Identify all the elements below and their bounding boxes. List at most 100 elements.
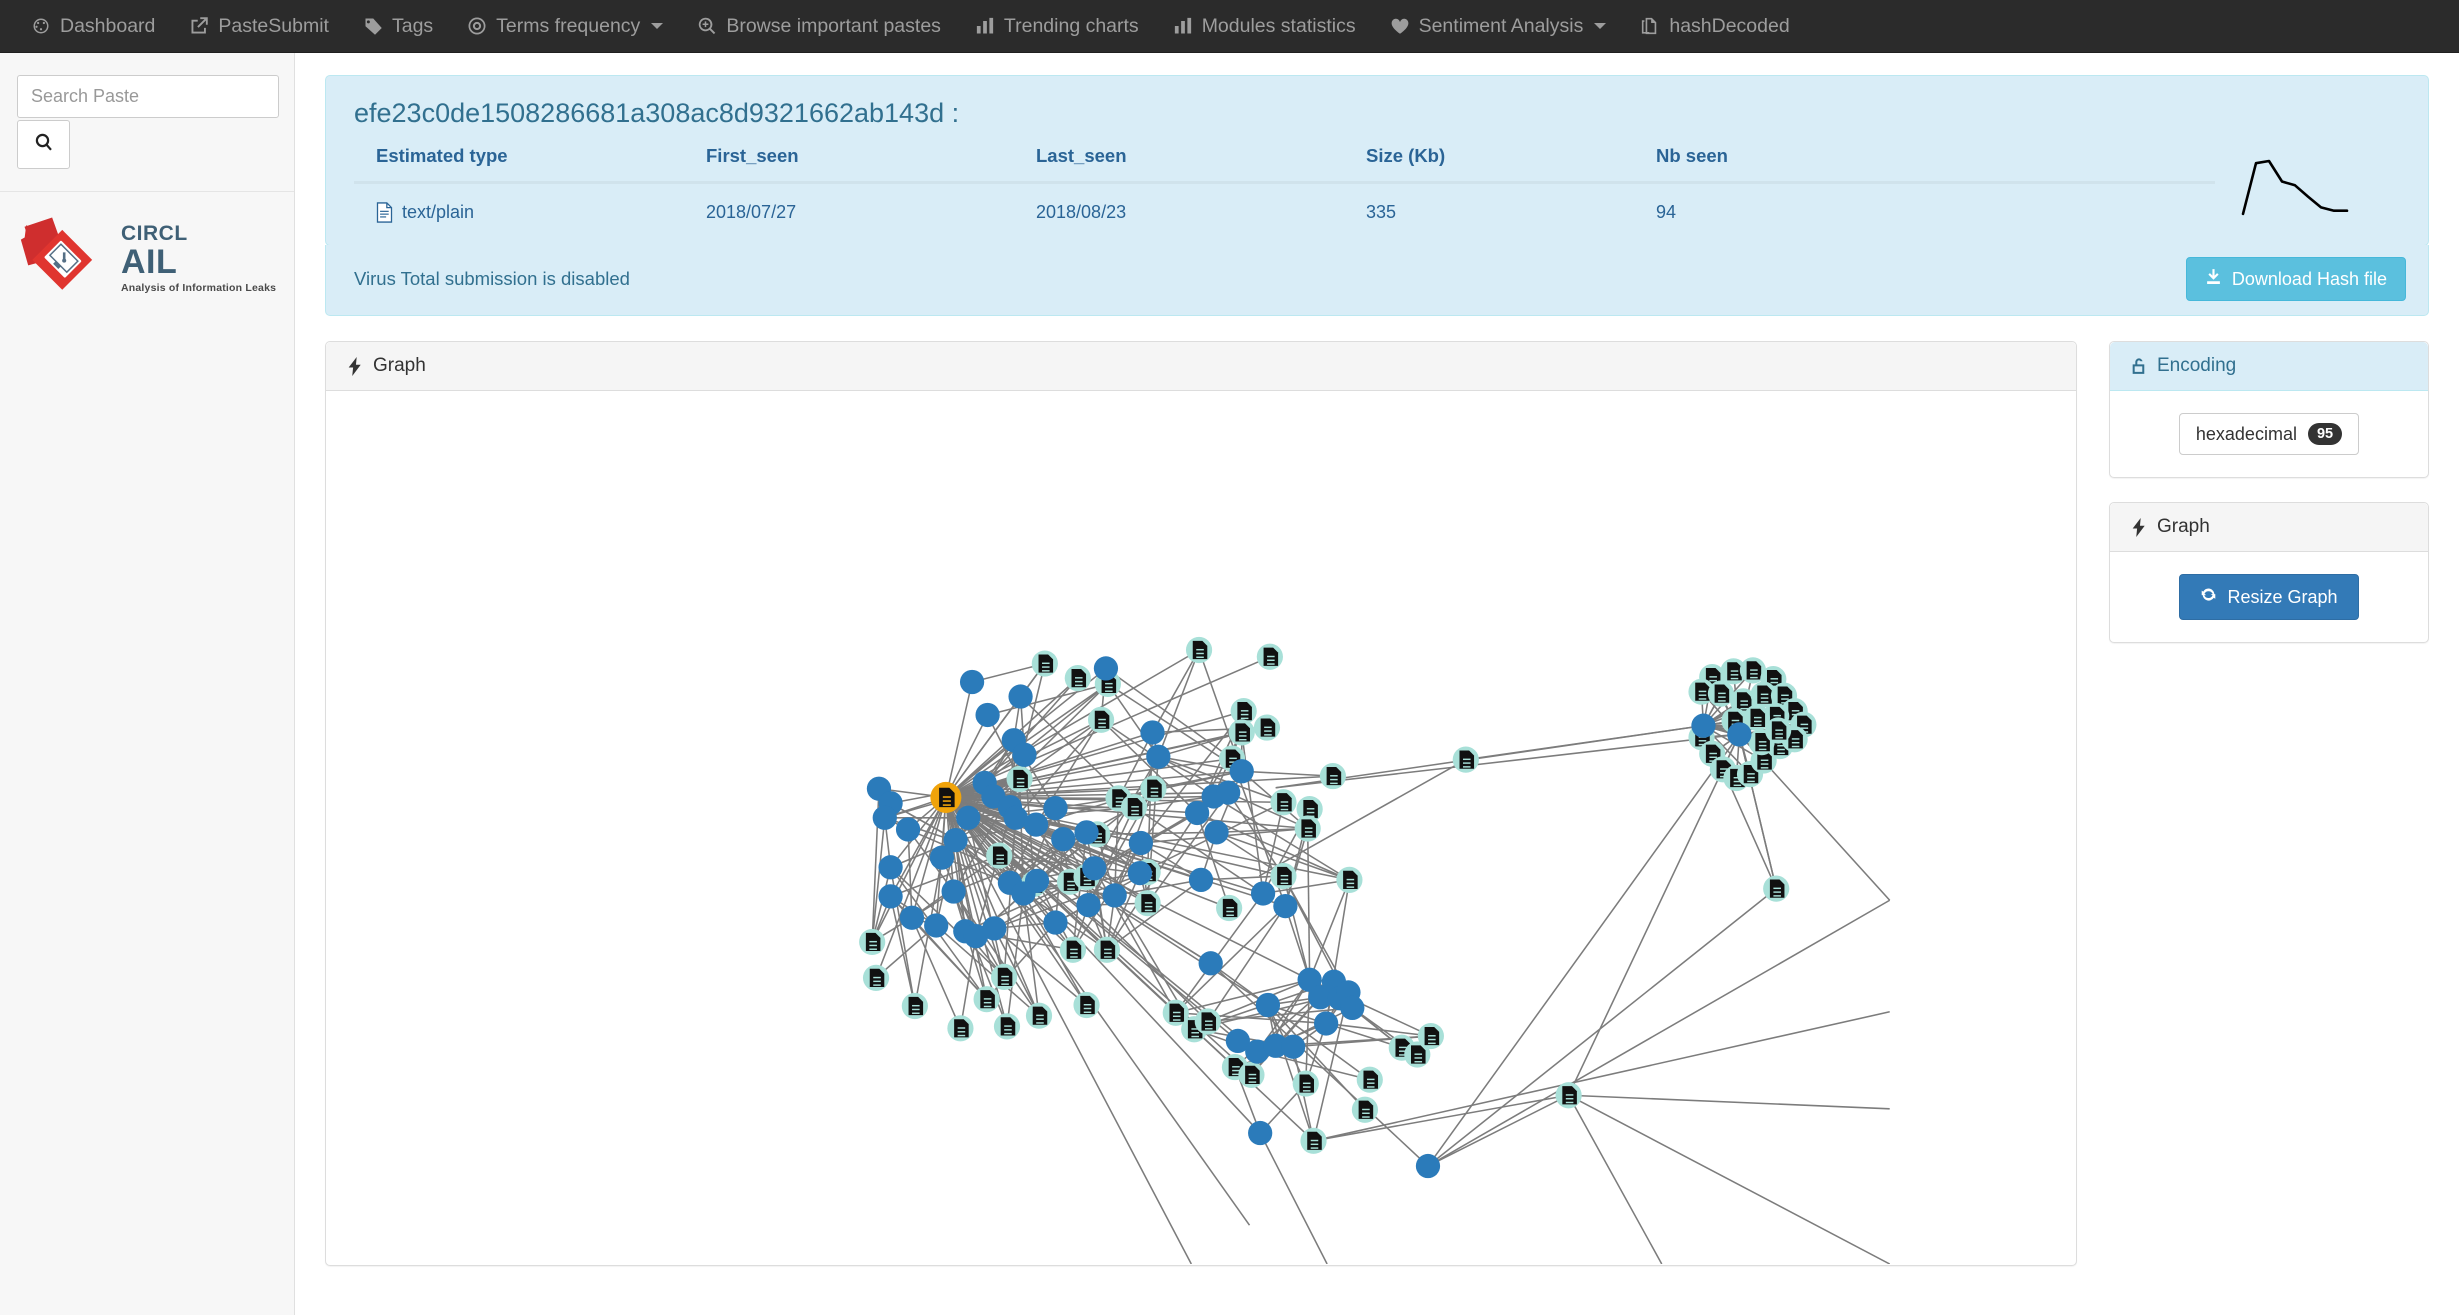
graph-node-paste[interactable] xyxy=(1417,1022,1444,1050)
graph-node-hash[interactable] xyxy=(1128,830,1153,856)
graph-node-hash[interactable] xyxy=(1727,722,1752,747)
graph-node-paste[interactable] xyxy=(1228,719,1255,746)
graph-node-paste[interactable] xyxy=(1336,866,1363,893)
search-button[interactable] xyxy=(17,120,70,169)
graph-node-hash[interactable] xyxy=(1008,684,1033,709)
graph-node-paste[interactable] xyxy=(1087,706,1115,733)
graph-node-paste[interactable] xyxy=(862,964,890,991)
graph-node-paste[interactable] xyxy=(1555,1082,1582,1109)
graph-node-hash[interactable] xyxy=(929,845,955,870)
graph-node-hash[interactable] xyxy=(1074,820,1099,845)
graph-node-hash[interactable] xyxy=(1146,744,1171,769)
graph-node-paste[interactable] xyxy=(973,986,1000,1013)
graph-node-paste[interactable] xyxy=(1025,1002,1053,1029)
graph-node-paste[interactable] xyxy=(1707,680,1735,707)
graph-node-hash[interactable] xyxy=(1140,720,1165,745)
graph-node-hash[interactable] xyxy=(1229,759,1254,784)
graph-node-paste[interactable] xyxy=(1120,794,1148,821)
graph-node-hash[interactable] xyxy=(1102,883,1127,908)
graph-node-paste[interactable] xyxy=(1765,717,1792,744)
graph-node-hash[interactable] xyxy=(1314,1011,1339,1036)
graph-node-hash[interactable] xyxy=(1012,742,1037,767)
graph-node-paste[interactable] xyxy=(1006,765,1033,793)
graph-node-hash[interactable] xyxy=(963,924,989,949)
graph-node-paste[interactable] xyxy=(1253,714,1281,741)
graph-node-paste[interactable] xyxy=(1739,657,1767,684)
graph-node-hash[interactable] xyxy=(1127,860,1153,886)
graph-node-paste[interactable] xyxy=(1296,795,1323,823)
graph-node-hash[interactable] xyxy=(1255,992,1281,1018)
graph-node-paste[interactable] xyxy=(1185,636,1213,664)
encoding-tag-button[interactable]: hexadecimal 95 xyxy=(2178,413,2360,455)
graph-node-paste[interactable] xyxy=(1059,936,1087,963)
graph-node-hash[interactable] xyxy=(1216,780,1241,805)
graph-node-hash[interactable] xyxy=(1281,1034,1306,1059)
graph-node-paste[interactable] xyxy=(1294,815,1321,842)
graph-node-paste[interactable] xyxy=(1750,681,1777,708)
nav-item-modules-statistics[interactable]: Modules statistics xyxy=(1156,0,1373,53)
graph-node-hash[interactable] xyxy=(1225,1028,1250,1054)
nav-item-tags[interactable]: Tags xyxy=(346,0,450,53)
nav-item-pastesubmit[interactable]: PasteSubmit xyxy=(172,0,346,53)
graph-node-hash[interactable] xyxy=(1003,805,1028,830)
graph-node-paste[interactable] xyxy=(1073,991,1100,1019)
graph-node-paste[interactable] xyxy=(1300,1127,1327,1154)
graph-node-hash[interactable] xyxy=(878,884,903,909)
graph-node-paste[interactable] xyxy=(986,842,1013,869)
graph-node-paste[interactable] xyxy=(901,992,928,1020)
graph-node-hash[interactable] xyxy=(1245,1039,1270,1064)
graph-node-hash[interactable] xyxy=(1263,1033,1288,1058)
resize-graph-button[interactable]: Resize Graph xyxy=(2179,574,2359,620)
graph-node-hash[interactable] xyxy=(1082,856,1107,881)
graph-node-hash[interactable] xyxy=(1043,910,1068,935)
graph-node-hash[interactable] xyxy=(872,805,897,830)
nav-item-trending-charts[interactable]: Trending charts xyxy=(958,0,1156,53)
graph-node-paste[interactable] xyxy=(947,1015,974,1042)
graph-node-hash[interactable] xyxy=(878,855,903,880)
graph-node-paste[interactable] xyxy=(859,928,886,956)
graph-node-hash[interactable] xyxy=(943,827,968,853)
graph-node-paste[interactable] xyxy=(993,1013,1021,1040)
graph-node-paste[interactable] xyxy=(1270,789,1297,816)
graph-node-hash[interactable] xyxy=(982,916,1007,941)
graph-node-hash[interactable] xyxy=(924,913,949,938)
nav-item-sentiment-analysis[interactable]: Sentiment Analysis xyxy=(1373,0,1624,53)
graph-node-paste[interactable] xyxy=(1134,890,1161,917)
graph-node-paste[interactable] xyxy=(1064,665,1091,692)
graph-node-paste[interactable] xyxy=(990,963,1018,990)
graph-node-paste[interactable] xyxy=(1356,1066,1383,1093)
graph-node-paste[interactable] xyxy=(1763,875,1790,902)
graph-node-hash[interactable] xyxy=(1076,892,1101,918)
graph-node-paste[interactable] xyxy=(1743,704,1770,731)
graph-node-hash[interactable] xyxy=(1024,868,1050,893)
graph-node-hash[interactable] xyxy=(1093,656,1119,681)
graph-node-hash[interactable] xyxy=(1184,800,1210,826)
graph-node-paste[interactable] xyxy=(1256,643,1283,670)
graph-node-hash[interactable] xyxy=(1204,820,1229,845)
graph-node-hash[interactable] xyxy=(1043,795,1068,821)
graph-node-paste[interactable] xyxy=(1292,1070,1319,1097)
graph-node-hash[interactable] xyxy=(1273,893,1298,919)
download-hash-file-button[interactable]: Download Hash file xyxy=(2185,257,2406,301)
graph-node-hash[interactable] xyxy=(1415,1153,1441,1179)
graph-node-paste[interactable] xyxy=(1351,1096,1379,1123)
nav-item-terms-frequency[interactable]: Terms frequency xyxy=(450,0,680,53)
nav-item-hashdecoded[interactable]: hashDecoded xyxy=(1623,0,1806,53)
graph-node-paste[interactable] xyxy=(1720,658,1747,685)
search-input[interactable] xyxy=(17,75,279,118)
graph-node-hash[interactable] xyxy=(941,879,966,904)
graph-node-paste[interactable] xyxy=(1452,746,1479,773)
graph-node-paste[interactable] xyxy=(1093,936,1121,963)
graph-node-hash[interactable] xyxy=(1188,867,1214,893)
graph-node-hash[interactable] xyxy=(895,817,921,842)
graph-node-hash[interactable] xyxy=(1297,967,1322,992)
graph-node-hash[interactable] xyxy=(1248,1120,1273,1146)
graph-node-hash[interactable] xyxy=(956,805,981,830)
graph-node-paste[interactable] xyxy=(1162,999,1189,1026)
graph-node-hash[interactable] xyxy=(1340,995,1365,1021)
graph-node-hash[interactable] xyxy=(1051,827,1076,852)
graph-node-paste[interactable] xyxy=(1404,1041,1431,1068)
graph-node-paste[interactable] xyxy=(1031,650,1058,677)
graph-node-hash[interactable] xyxy=(1198,951,1223,976)
graph-node-paste[interactable] xyxy=(1230,698,1257,725)
